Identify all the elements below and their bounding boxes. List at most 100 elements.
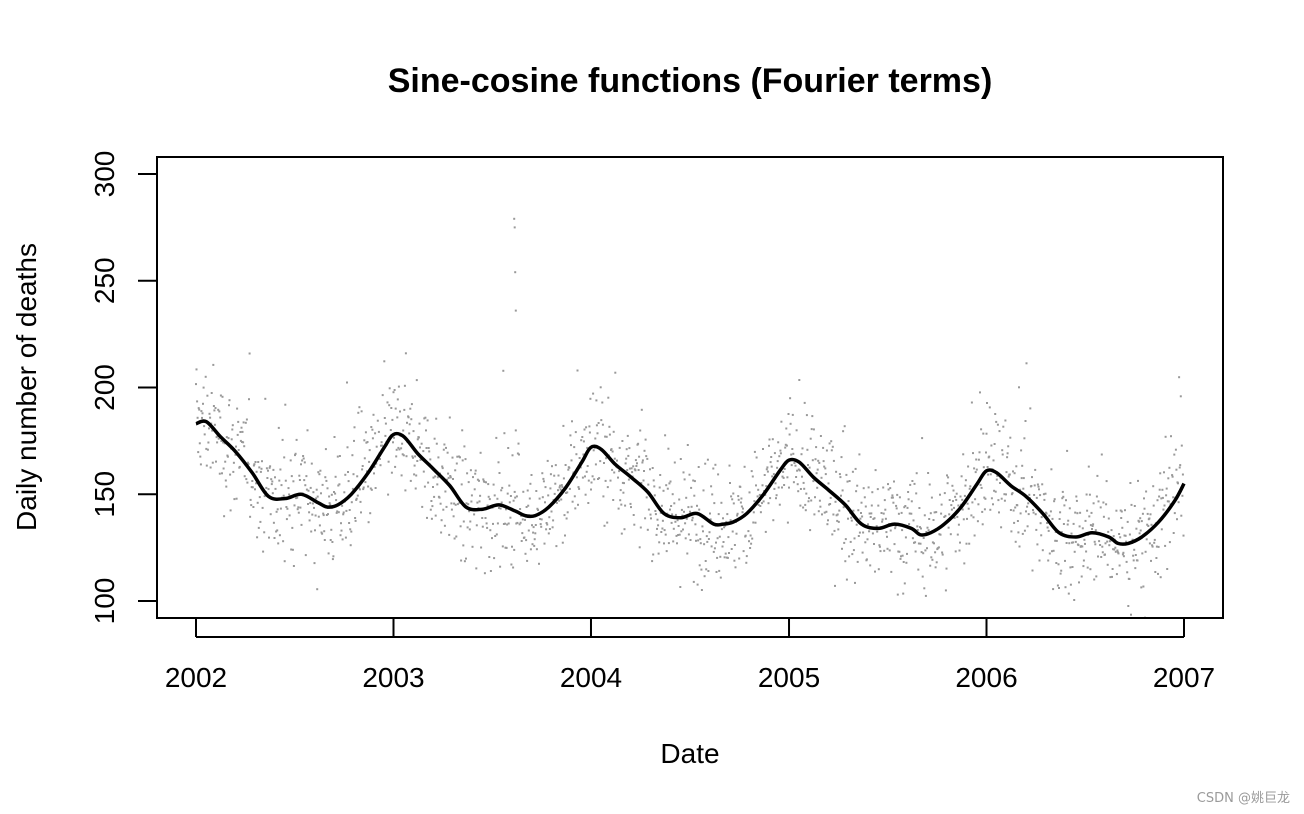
- data-point: [584, 493, 587, 496]
- data-point: [1146, 523, 1149, 526]
- data-point: [339, 534, 342, 537]
- data-point: [237, 420, 240, 423]
- data-point: [808, 466, 811, 469]
- data-point: [972, 452, 974, 455]
- data-point: [567, 468, 570, 471]
- data-point: [709, 512, 711, 515]
- data-point: [862, 487, 865, 490]
- data-point: [364, 431, 367, 434]
- data-point: [350, 530, 353, 533]
- data-point: [804, 503, 807, 506]
- data-point: [924, 594, 927, 597]
- data-point: [659, 474, 662, 476]
- data-point: [876, 488, 879, 491]
- data-point: [979, 483, 982, 486]
- data-point: [814, 458, 817, 461]
- data-point: [930, 556, 933, 559]
- data-point: [753, 450, 756, 453]
- data-point: [680, 530, 683, 533]
- data-point: [575, 476, 578, 479]
- data-point: [950, 504, 953, 507]
- data-point: [542, 477, 545, 480]
- data-point: [347, 480, 350, 483]
- data-point: [533, 544, 536, 547]
- data-point: [730, 548, 733, 550]
- data-point: [953, 506, 955, 509]
- data-point: [853, 537, 856, 540]
- data-point: [640, 408, 643, 411]
- data-point: [1016, 520, 1019, 522]
- data-point: [1039, 522, 1042, 525]
- data-point: [972, 516, 975, 519]
- data-point: [298, 474, 301, 477]
- data-point: [236, 433, 239, 436]
- data-point: [916, 529, 919, 531]
- data-point: [212, 405, 215, 407]
- data-point: [210, 392, 213, 394]
- data-point: [990, 497, 993, 500]
- data-point: [303, 461, 306, 464]
- data-point: [361, 468, 364, 471]
- data-point: [914, 541, 917, 544]
- data-point: [700, 589, 703, 591]
- data-point: [426, 419, 429, 422]
- data-point: [544, 486, 547, 489]
- data-point: [889, 529, 892, 532]
- data-point: [468, 510, 471, 513]
- data-point: [1038, 488, 1040, 491]
- data-point: [1069, 566, 1072, 569]
- data-point: [881, 518, 884, 521]
- data-point: [980, 486, 983, 489]
- data-point: [1048, 552, 1051, 555]
- data-point: [373, 472, 375, 475]
- data-point: [450, 508, 453, 511]
- data-point: [637, 442, 640, 445]
- data-point: [977, 503, 980, 506]
- data-point: [287, 487, 290, 490]
- data-point: [981, 523, 984, 526]
- data-point: [202, 386, 205, 389]
- data-point: [604, 479, 607, 482]
- x-tick-label: 2007: [1153, 662, 1215, 693]
- data-point: [1178, 376, 1181, 379]
- data-point: [603, 524, 606, 527]
- data-point: [351, 454, 354, 457]
- data-point: [1162, 508, 1165, 511]
- data-point: [507, 522, 510, 525]
- data-point: [970, 401, 973, 404]
- data-point: [626, 434, 629, 437]
- data-point: [1177, 501, 1180, 504]
- data-point: [1005, 471, 1008, 474]
- data-point: [1017, 531, 1020, 534]
- data-point: [928, 518, 931, 520]
- data-point: [568, 487, 571, 490]
- data-point: [803, 401, 806, 404]
- data-point: [408, 432, 411, 435]
- data-point: [612, 499, 615, 501]
- data-point: [673, 461, 676, 464]
- data-point: [967, 465, 970, 468]
- data-point: [441, 465, 444, 468]
- data-point: [1047, 529, 1050, 532]
- data-point: [1007, 475, 1010, 478]
- data-point: [958, 549, 961, 552]
- data-point: [663, 542, 665, 545]
- data-point: [751, 537, 754, 540]
- data-point: [945, 567, 948, 570]
- data-point: [263, 495, 266, 498]
- data-point: [1031, 476, 1033, 479]
- data-point: [777, 441, 780, 444]
- data-point: [647, 483, 650, 486]
- data-point: [1141, 552, 1144, 555]
- data-point: [229, 473, 232, 476]
- data-point: [1043, 498, 1046, 501]
- data-point: [819, 435, 822, 437]
- data-point: [208, 412, 211, 415]
- data-point: [1101, 551, 1104, 554]
- data-point: [933, 542, 935, 545]
- data-point: [682, 471, 685, 474]
- data-point: [934, 551, 937, 554]
- y-tick-label: 200: [89, 364, 120, 411]
- data-point: [267, 488, 270, 491]
- data-point: [531, 524, 533, 527]
